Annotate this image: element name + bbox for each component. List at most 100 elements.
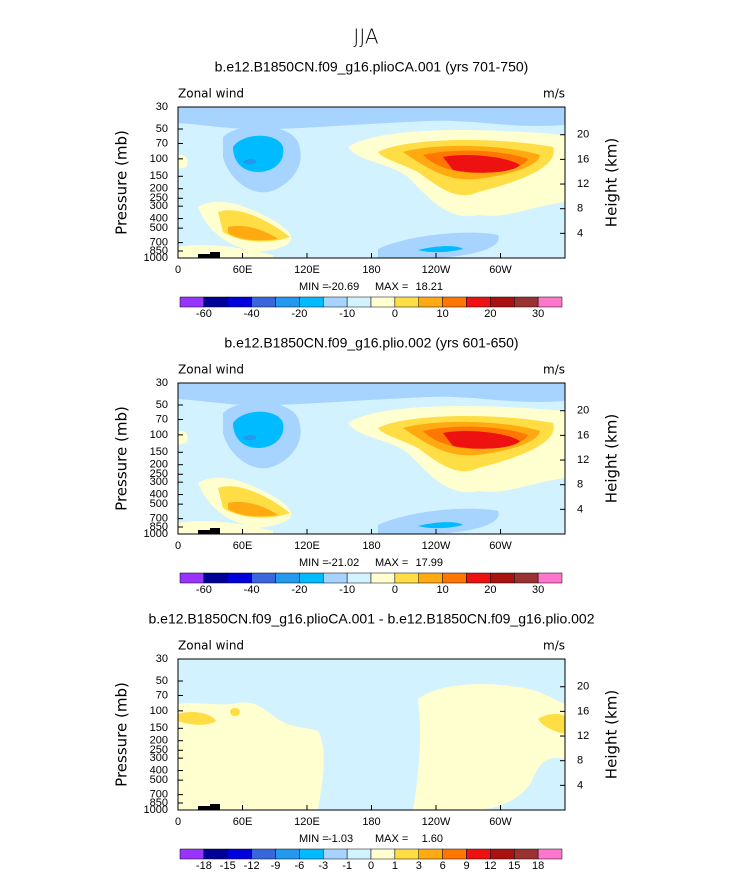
min-label: MIN = — [299, 281, 329, 293]
colorbar-box — [323, 572, 348, 584]
y2-tick-label: 8 — [577, 755, 583, 767]
colorbar-label: 10 — [437, 308, 449, 320]
colorbar-label: -40 — [244, 308, 260, 320]
x-tick-label: 0 — [175, 816, 181, 828]
colorbar-box — [418, 296, 443, 308]
colorbar-label: -3 — [318, 860, 328, 872]
x-tick-label: 180 — [362, 264, 380, 276]
contour-fill — [413, 684, 565, 810]
y-tick-label: 30 — [156, 101, 168, 113]
colorbar-box — [275, 848, 300, 860]
panel-title: b.e12.B1850CN.f09_g16.plioCA.001 (yrs 70… — [215, 59, 529, 75]
x-tick-label: 60W — [489, 816, 512, 828]
colorbar-box — [346, 848, 372, 860]
colorbar-label: -60 — [196, 584, 212, 596]
figure-title: JJA — [353, 25, 378, 49]
colorbar-label: -18 — [196, 860, 212, 872]
colorbar-label: -10 — [339, 584, 355, 596]
units-label: m/s — [543, 363, 565, 377]
contour-fill — [178, 702, 324, 810]
colorbar-label: -20 — [291, 308, 307, 320]
y-tick-label: 150 — [150, 722, 168, 734]
min-label: MIN = — [299, 833, 329, 845]
field-label: Zonal wind — [178, 87, 244, 101]
colorbar-box — [370, 572, 396, 584]
y2-tick-label: 16 — [577, 153, 589, 165]
y-tick-label: 500 — [150, 222, 168, 234]
y2-tick-label: 12 — [577, 178, 589, 190]
x-tick-label: 120E — [294, 816, 320, 828]
colorbar-box — [370, 848, 396, 860]
colorbar-box — [251, 572, 276, 584]
colorbar-label: -12 — [244, 860, 260, 872]
y-axis-label: Pressure (mb) — [113, 406, 131, 511]
x-tick-label: 60W — [489, 264, 512, 276]
max-value: 18.21 — [415, 281, 443, 293]
colorbar-box — [490, 848, 515, 860]
plot-area — [178, 659, 565, 810]
y2-axis-label: Height (km) — [603, 414, 621, 503]
colorbar-box — [346, 296, 372, 308]
max-value: 1.60 — [422, 833, 443, 845]
colorbar-box — [442, 572, 467, 584]
max-value: 17.99 — [415, 557, 443, 569]
colorbar-box — [514, 848, 539, 860]
colorbar-label: 20 — [484, 308, 496, 320]
field-label: Zonal wind — [178, 639, 244, 653]
colorbar-box — [490, 572, 515, 584]
y-axis-label: Pressure (mb) — [113, 682, 131, 787]
x-tick-label: 120E — [294, 264, 320, 276]
y2-tick-label: 4 — [577, 779, 583, 791]
x-tick-label: 60E — [233, 540, 253, 552]
y-tick-label: 500 — [150, 498, 168, 510]
y-tick-label: 70 — [156, 413, 168, 425]
x-tick-label: 60W — [489, 540, 512, 552]
min-value: -20.69 — [328, 281, 359, 293]
colorbar-label: 18 — [532, 860, 544, 872]
panel: b.e12.B1850CN.f09_g16.plioCA.001 (yrs 70… — [113, 59, 621, 320]
y-axis-label: Pressure (mb) — [113, 130, 131, 235]
colorbar-box — [179, 848, 205, 860]
y-tick-label: 250 — [150, 468, 168, 480]
x-tick-label: 0 — [175, 264, 181, 276]
colorbar-box — [275, 296, 300, 308]
plot-area — [178, 383, 565, 534]
x-tick-label: 180 — [362, 540, 380, 552]
min-label: MIN = — [299, 557, 329, 569]
y2-tick-label: 16 — [577, 429, 589, 441]
x-tick-label: 120W — [422, 264, 451, 276]
plot-area — [178, 107, 565, 258]
colorbar-box — [275, 572, 300, 584]
colorbar-box — [251, 296, 276, 308]
colorbar-box — [323, 848, 348, 860]
y-tick-label: 400 — [150, 212, 168, 224]
y-tick-label: 700 — [150, 237, 168, 249]
min-value: -1.03 — [328, 833, 353, 845]
y-tick-label: 50 — [156, 123, 168, 135]
colorbar-box — [394, 296, 419, 308]
y-tick-label: 100 — [150, 705, 168, 717]
colorbar-label: 0 — [368, 860, 374, 872]
colorbar-box — [537, 572, 563, 584]
colorbar-label: 6 — [440, 860, 446, 872]
colorbar-box — [537, 848, 563, 860]
y2-tick-label: 12 — [577, 454, 589, 466]
colorbar-label: 10 — [437, 584, 449, 596]
colorbar-box — [227, 572, 252, 584]
colorbar-box — [514, 572, 539, 584]
y-tick-label: 850 — [150, 797, 168, 809]
colorbar-label: 30 — [532, 308, 544, 320]
x-tick-label: 0 — [175, 540, 181, 552]
y-tick-label: 400 — [150, 764, 168, 776]
x-tick-label: 60E — [233, 264, 253, 276]
x-tick-label: 120E — [294, 540, 320, 552]
colorbar-box — [251, 848, 276, 860]
colorbar-label: 30 — [532, 584, 544, 596]
y-tick-label: 850 — [150, 521, 168, 533]
y-tick-label: 1000 — [144, 252, 168, 264]
colorbar-label: 3 — [416, 860, 422, 872]
colorbar-box — [179, 572, 205, 584]
colorbar-box — [299, 572, 324, 584]
colorbar-box — [466, 296, 491, 308]
colorbar-label: 0 — [392, 584, 398, 596]
